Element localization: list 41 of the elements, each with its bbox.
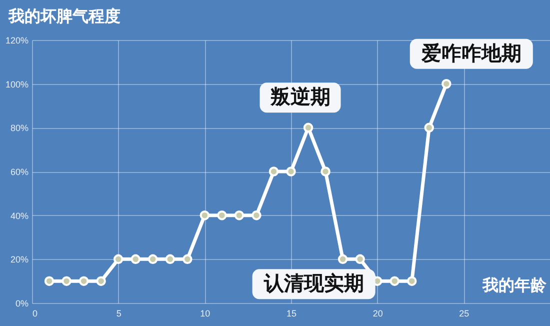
x-tick-label: 15 (286, 308, 297, 318)
point (44, 276, 54, 286)
point (148, 254, 158, 264)
y-tick-label: 0% (15, 298, 28, 308)
point (252, 210, 262, 220)
x-tick-label: 0 (32, 308, 38, 318)
x-tick-label: 20 (372, 308, 383, 318)
annotation: 认清现实期 (262, 272, 364, 296)
point (303, 122, 314, 133)
point (406, 276, 417, 286)
y-axis-title: 我的坏脾气程度 (8, 6, 120, 26)
annotation: 叛逆期 (269, 86, 330, 109)
point (286, 166, 296, 176)
y-tick-label: 120% (5, 36, 28, 46)
point (424, 122, 434, 133)
point (355, 254, 365, 264)
point (442, 78, 452, 89)
point (62, 276, 72, 286)
x-axis-title: 我的年龄 (482, 276, 548, 294)
y-tick-label: 80% (10, 123, 28, 134)
point (130, 254, 140, 264)
point (268, 166, 279, 176)
point (165, 254, 176, 264)
point (338, 254, 348, 264)
point (96, 276, 106, 286)
point (390, 276, 400, 286)
x-tick-label: 25 (459, 308, 470, 318)
x-tick-label: 10 (200, 308, 210, 318)
point (182, 254, 192, 264)
point (217, 210, 227, 220)
point (234, 210, 244, 220)
x-tick-label: 5 (116, 308, 122, 318)
point (113, 254, 124, 264)
y-tick-label: 100% (5, 79, 28, 90)
y-tick-label: 60% (10, 167, 28, 177)
y-tick-label: 40% (10, 210, 28, 221)
point (200, 210, 210, 220)
point (78, 276, 89, 286)
y-tick-label: 20% (10, 254, 28, 265)
point (320, 166, 330, 176)
annotation: 爱咋咋地期 (420, 42, 522, 65)
